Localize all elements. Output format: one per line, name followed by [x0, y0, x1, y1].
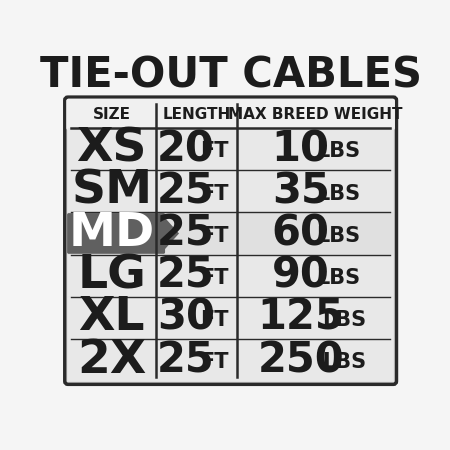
FancyBboxPatch shape [68, 170, 393, 212]
FancyBboxPatch shape [65, 97, 396, 384]
Text: LENGTH: LENGTH [162, 107, 230, 122]
Polygon shape [163, 216, 179, 251]
Text: LBS: LBS [316, 184, 360, 203]
FancyBboxPatch shape [68, 128, 393, 170]
Text: FT: FT [200, 141, 229, 162]
Text: LBS: LBS [316, 141, 360, 162]
Text: 20: 20 [157, 128, 215, 170]
Text: FT: FT [200, 352, 229, 373]
Text: FT: FT [200, 310, 229, 330]
Text: FT: FT [200, 184, 229, 203]
Text: LBS: LBS [323, 310, 367, 330]
Text: 10: 10 [272, 128, 330, 170]
FancyBboxPatch shape [68, 255, 393, 297]
Text: 30: 30 [157, 297, 215, 339]
Text: 60: 60 [272, 212, 330, 254]
Text: SM: SM [71, 169, 153, 214]
Text: SIZE: SIZE [93, 107, 131, 122]
FancyBboxPatch shape [67, 213, 165, 254]
Text: MD: MD [69, 211, 155, 256]
Text: MAX BREED WEIGHT: MAX BREED WEIGHT [228, 107, 402, 122]
Text: 90: 90 [272, 255, 330, 297]
Text: XL: XL [79, 295, 145, 340]
Text: 25: 25 [157, 212, 215, 254]
Text: 25: 25 [157, 255, 215, 297]
Text: LG: LG [77, 253, 146, 298]
FancyBboxPatch shape [68, 339, 393, 381]
Text: 250: 250 [257, 339, 344, 381]
Text: LBS: LBS [323, 352, 367, 373]
Text: 25: 25 [157, 170, 215, 212]
Text: FT: FT [200, 268, 229, 288]
Text: LBS: LBS [316, 226, 360, 246]
Text: XS: XS [76, 126, 147, 171]
FancyBboxPatch shape [66, 99, 395, 130]
Text: FT: FT [200, 226, 229, 246]
Text: 125: 125 [257, 297, 344, 339]
Text: LBS: LBS [316, 268, 360, 288]
FancyBboxPatch shape [68, 297, 393, 339]
Text: 35: 35 [272, 170, 330, 212]
Text: TIE-OUT CABLES: TIE-OUT CABLES [40, 54, 422, 97]
Text: 2X: 2X [77, 338, 146, 382]
Text: 25: 25 [157, 339, 215, 381]
